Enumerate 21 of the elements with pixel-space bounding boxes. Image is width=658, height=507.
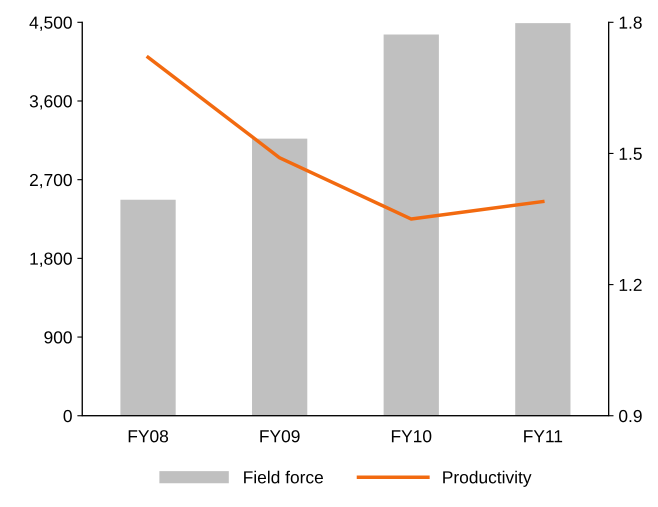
x-tick-label: FY09 (260, 430, 300, 442)
y2-tick-label: 1.8 (620, 16, 642, 29)
bar (252, 138, 308, 416)
y-tick-label: 3,600 (30, 95, 72, 110)
y-tick-label: 1,800 (30, 252, 72, 267)
y-tick-label: 4,500 (29, 16, 72, 31)
y-tick-label: 900 (44, 331, 72, 344)
legend-label: Productivity (443, 470, 532, 487)
bar (120, 200, 176, 416)
y2-tick-label: 1.2 (620, 278, 642, 291)
y2-tick-label: 1.5 (620, 148, 642, 160)
x-tick-label: FY10 (392, 430, 432, 442)
y-tick-label: 0 (64, 410, 72, 422)
line-series (146, 56, 545, 221)
bar (515, 23, 570, 416)
bar (384, 34, 439, 416)
y-tick-label: 2,700 (30, 174, 72, 188)
x-tick-label: FY11 (524, 430, 562, 442)
legend-label: Field force (244, 470, 323, 484)
y2-tick-label: 0.9 (619, 410, 642, 422)
x-tick-label: FY08 (128, 430, 168, 442)
